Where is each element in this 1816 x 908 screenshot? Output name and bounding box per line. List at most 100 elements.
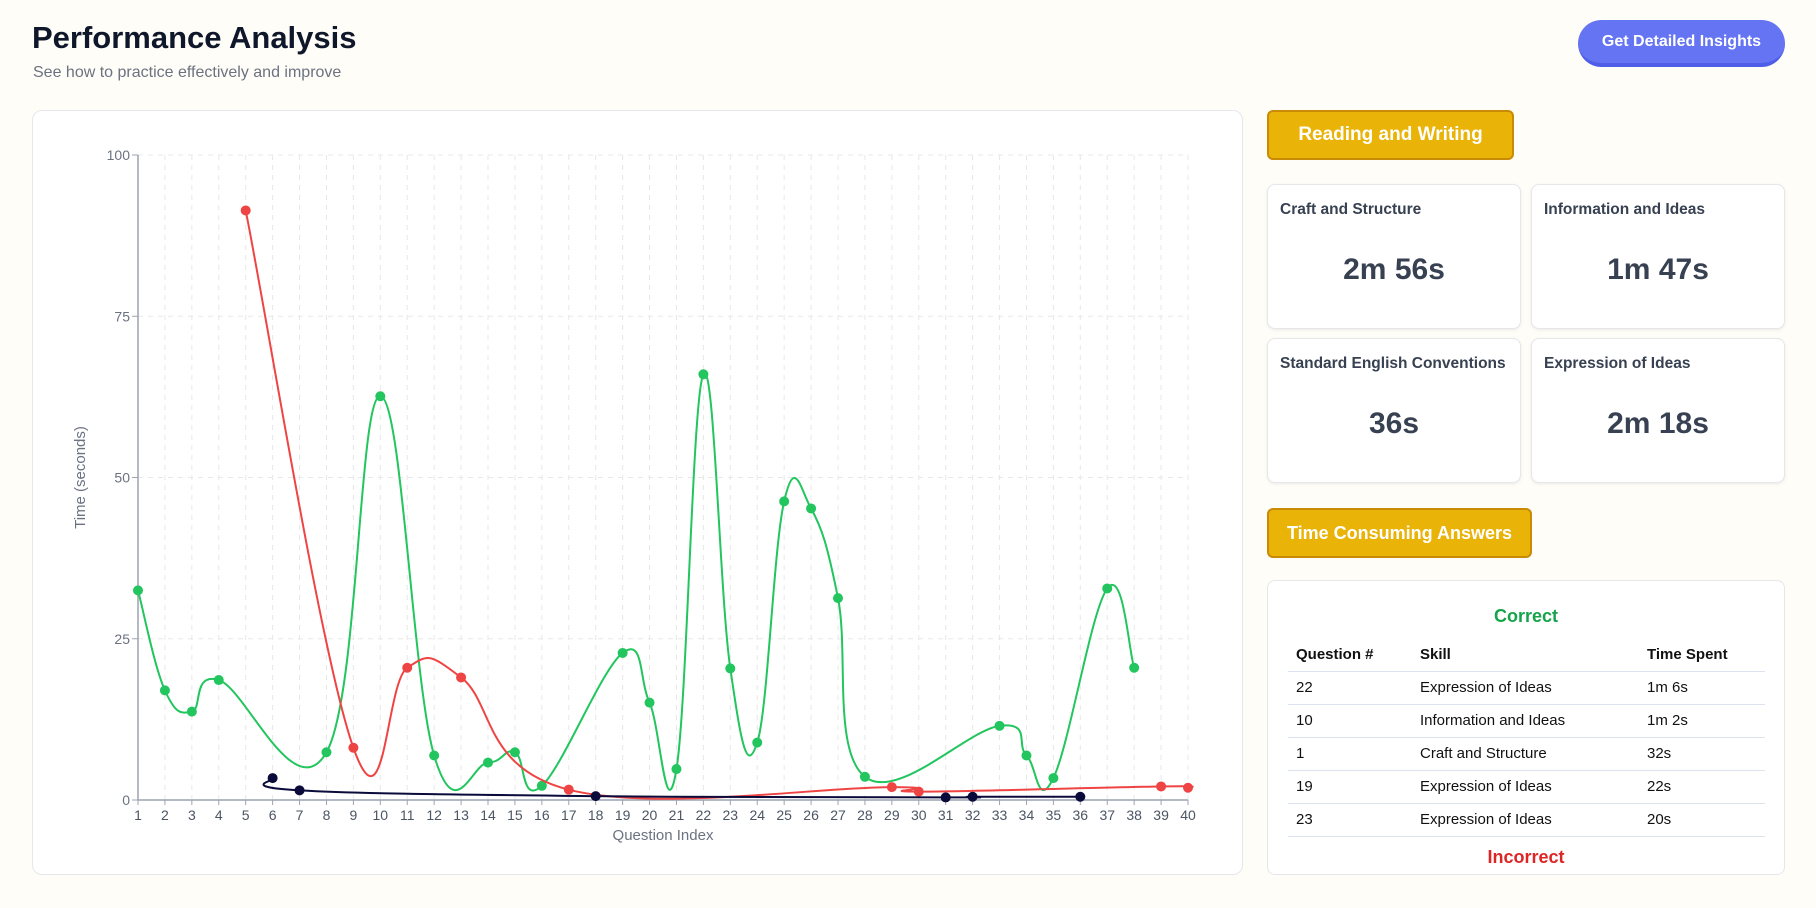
- data-point-other: [967, 791, 978, 802]
- data-point-correct: [1021, 750, 1032, 761]
- data-point-correct: [779, 496, 790, 507]
- time-consuming-card: Correct Question # Skill Time Spent 22 Ex…: [1267, 580, 1785, 875]
- x-tick-label: 19: [615, 807, 631, 823]
- data-point-correct: [186, 706, 197, 717]
- skill-name: Expression of Ideas: [1544, 355, 1691, 372]
- x-tick-label: 20: [642, 807, 658, 823]
- x-tick-label: 9: [349, 807, 357, 823]
- skill-cell: Expression of Ideas: [1412, 770, 1639, 804]
- x-tick-label: 21: [669, 807, 685, 823]
- question-number-cell: 10: [1288, 704, 1412, 738]
- y-tick-label: 0: [122, 792, 130, 808]
- x-tick-label: 22: [696, 807, 712, 823]
- skill-name: Standard English Conventions: [1280, 355, 1506, 372]
- time-per-question-chart: 0 25 50 75 100 1 2 3 4 5 6 7 8 9 10 11 12 13 14 15 16 17 18 19 2…: [32, 110, 1243, 875]
- data-point-incorrect: [402, 662, 413, 673]
- x-tick-label: 12: [426, 807, 442, 823]
- data-point-other: [294, 785, 305, 796]
- y-tick-label: 100: [107, 147, 131, 163]
- skill-cell: Expression of Ideas: [1412, 671, 1639, 705]
- data-point-correct: [509, 747, 520, 758]
- skill-cell: Expression of Ideas: [1412, 803, 1639, 837]
- data-point-incorrect: [913, 786, 924, 797]
- x-tick-label: 16: [534, 807, 550, 823]
- y-tick-label: 75: [114, 308, 130, 324]
- data-point-incorrect: [886, 782, 897, 793]
- get-detailed-insights-button[interactable]: Get Detailed Insights: [1578, 20, 1785, 67]
- question-number-cell: 1: [1288, 737, 1412, 771]
- data-point-correct: [321, 747, 332, 758]
- x-tick-label: 27: [830, 807, 846, 823]
- x-tick-label: 17: [561, 807, 577, 823]
- incorrect-heading: Incorrect: [1487, 847, 1565, 867]
- page-title: Performance Analysis: [32, 20, 357, 55]
- x-tick-label: 30: [911, 807, 927, 823]
- data-point-incorrect: [348, 742, 359, 753]
- data-point-correct: [213, 675, 224, 686]
- data-point-incorrect: [456, 672, 467, 683]
- data-point-correct: [617, 647, 628, 658]
- data-point-correct: [1102, 583, 1113, 594]
- y-tick-label: 25: [114, 631, 130, 647]
- time-spent-cell: 1m 6s: [1639, 671, 1765, 705]
- table-row: 23 Expression of Ideas 20s: [1288, 803, 1765, 837]
- x-tick-label: 40: [1180, 807, 1196, 823]
- skill-card: Information and Ideas 1m 47s: [1531, 184, 1785, 329]
- x-tick-label: 34: [1019, 807, 1035, 823]
- x-tick-label: 2: [161, 807, 169, 823]
- x-axis-label: Question Index: [613, 827, 714, 844]
- x-tick-label: 1: [134, 807, 142, 823]
- time-spent-cell: 32s: [1639, 737, 1765, 771]
- time-spent-cell: 1m 2s: [1639, 704, 1765, 738]
- x-tick-label: 15: [507, 807, 523, 823]
- skill-time: 2m 18s: [1607, 407, 1709, 440]
- question-number-cell: 19: [1288, 770, 1412, 804]
- x-tick-label: 26: [803, 807, 819, 823]
- data-point-correct: [859, 771, 870, 782]
- x-tick-label: 6: [269, 807, 277, 823]
- x-tick-label: 14: [480, 807, 496, 823]
- skill-time: 36s: [1368, 407, 1420, 440]
- skill-cell: Information and Ideas: [1412, 704, 1639, 738]
- skill-name: Information and Ideas: [1544, 201, 1706, 218]
- data-point-correct: [752, 737, 763, 748]
- x-tick-label: 5: [242, 807, 250, 823]
- y-tick-label: 50: [114, 470, 130, 486]
- data-point-correct: [1048, 773, 1059, 784]
- data-point-correct: [994, 720, 1005, 731]
- x-tick-label: 36: [1073, 807, 1089, 823]
- data-point-incorrect: [563, 784, 574, 795]
- x-tick-label: 32: [965, 807, 981, 823]
- x-tick-label: 31: [938, 807, 954, 823]
- correct-heading: Correct: [1493, 606, 1559, 626]
- x-tick-label: 38: [1126, 807, 1142, 823]
- skill-card: Standard English Conventions 36s: [1267, 338, 1521, 483]
- table-header-row: Question # Skill Time Spent: [1288, 639, 1765, 672]
- table-row: 22 Expression of Ideas 1m 6s: [1288, 671, 1765, 705]
- series-line-correct: [137, 372, 1136, 792]
- data-point-correct: [698, 369, 709, 380]
- question-number-cell: 23: [1288, 803, 1412, 837]
- data-point-incorrect: [240, 205, 251, 216]
- time-spent-cell: 22s: [1639, 770, 1765, 804]
- question-number-cell: 22: [1288, 671, 1412, 705]
- time-consuming-panel[interactable]: Correct Question # Skill Time Spent 22 Ex…: [1267, 580, 1785, 875]
- table-row: 1 Craft and Structure 32s: [1288, 737, 1765, 771]
- x-tick-label: 39: [1153, 807, 1169, 823]
- column-header: Question #: [1288, 639, 1412, 672]
- data-point-correct: [671, 764, 682, 775]
- data-point-correct: [806, 503, 817, 514]
- time-consuming-answers-button[interactable]: Time Consuming Answers: [1267, 508, 1532, 558]
- data-point-correct: [375, 391, 386, 402]
- data-point-correct: [1129, 662, 1140, 673]
- correct-table: Question # Skill Time Spent 22 Expression…: [1288, 639, 1765, 837]
- x-tick-label: 23: [723, 807, 739, 823]
- data-point-correct: [536, 780, 547, 791]
- x-tick-label: 10: [373, 807, 389, 823]
- reading-writing-button[interactable]: Reading and Writing: [1267, 110, 1514, 160]
- data-point-other: [940, 792, 951, 803]
- data-point-correct: [833, 593, 843, 604]
- x-tick-label: 7: [296, 807, 304, 823]
- x-tick-label: 11: [400, 807, 415, 823]
